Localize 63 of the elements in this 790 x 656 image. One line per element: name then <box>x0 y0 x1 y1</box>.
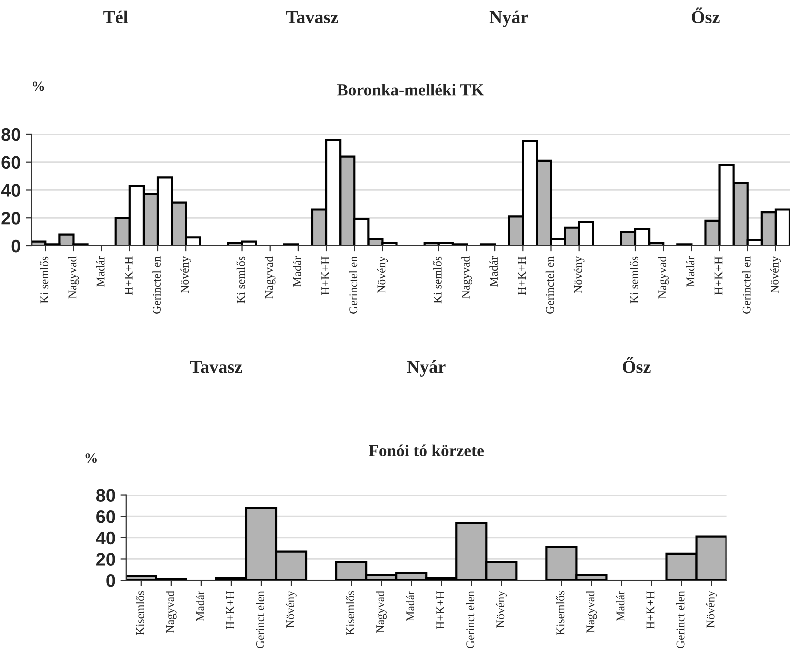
x-tick-label: Gerinct elen <box>256 591 264 649</box>
x-tick-label: H+K+H <box>322 256 330 295</box>
x-tick-label: Gerinctel en <box>349 256 358 314</box>
y-tick-label: 0 <box>106 574 116 588</box>
x-tick-label: Nagyvad <box>166 591 177 634</box>
x-tick-label: Madár <box>490 256 498 287</box>
x-tick-label: Növény <box>770 256 782 294</box>
x-tick-label: Madár <box>406 591 415 622</box>
y-tick-label: 20 <box>96 553 116 566</box>
x-tick-label: Kisemlős <box>136 591 144 636</box>
x-tick-label: Nagyvad <box>658 256 669 299</box>
y-tick-label: 20 <box>2 212 20 225</box>
x-tick-label: H+K+H <box>646 591 655 630</box>
x-tick-label: Ki semlős <box>630 256 638 304</box>
text: Nyár <box>407 360 446 377</box>
y-tick-label: 40 <box>96 532 116 545</box>
x-tick-label: Növény <box>574 256 585 294</box>
x-tick-label: Nagyvad <box>68 256 80 299</box>
chart-title: Fonói tó körzete <box>369 444 484 457</box>
y-tick-label: 80 <box>2 128 20 142</box>
text: Tavasz <box>190 361 242 374</box>
text: Ősz <box>692 8 720 24</box>
x-tick-label: H+K+H <box>518 256 526 295</box>
x-tick-label: Nagyvad <box>264 256 276 299</box>
x-tick-label: Növény <box>180 256 192 294</box>
x-tick-label: Gerinctel en <box>152 256 161 314</box>
x-tick-label: Madár <box>616 591 625 622</box>
x-tick-label: Gerinct elen <box>466 591 475 649</box>
x-tick-label: Növény <box>706 591 718 628</box>
text: Tél <box>104 10 128 24</box>
y-tick-label: 80 <box>96 489 116 502</box>
x-tick-label: Nagyvad <box>376 591 387 634</box>
x-tick-label: Növény <box>377 256 388 294</box>
x-tick-label: Növény <box>286 591 297 628</box>
chart-title: Boronka-melléki TK <box>338 84 484 96</box>
x-tick-label: Növény <box>496 591 508 628</box>
text: Nyár <box>490 10 528 28</box>
y-tick-label: 40 <box>1 184 20 197</box>
x-tick-label: Gerinctel en <box>742 256 751 314</box>
y-tick-label: 60 <box>2 156 20 170</box>
x-tick-label: H+K+H <box>436 591 444 630</box>
x-tick-label: H+K+H <box>125 256 133 295</box>
y-axis-title: % <box>86 454 97 463</box>
y-tick-label: 60 <box>96 510 116 524</box>
x-tick-label: Kisemlős <box>556 591 565 636</box>
y-tick-label: 0 <box>12 240 20 253</box>
x-tick-label: Kisemlős <box>346 591 355 636</box>
x-tick-label: Gerinctel en <box>546 256 554 314</box>
x-tick-label: H+K+H <box>226 591 234 630</box>
x-tick-label: Madár <box>293 256 302 287</box>
text: Ősz <box>623 357 651 374</box>
x-tick-label: Nagyvad <box>586 591 598 634</box>
x-tick-label: Madár <box>196 591 204 622</box>
x-tick-label: Ki semlős <box>40 256 49 304</box>
x-tick-label: Ki semlős <box>236 256 246 304</box>
x-tick-label: Nagyvad <box>462 256 472 299</box>
y-axis-title: % <box>33 82 44 92</box>
x-tick-label: H+K+H <box>714 256 723 295</box>
x-tick-label: Ki semlős <box>434 256 442 304</box>
x-tick-label: Gerinct elen <box>676 591 685 649</box>
text: Tavasz <box>286 12 338 24</box>
x-tick-label: Madár <box>96 256 105 287</box>
x-tick-label: Madár <box>686 256 695 287</box>
